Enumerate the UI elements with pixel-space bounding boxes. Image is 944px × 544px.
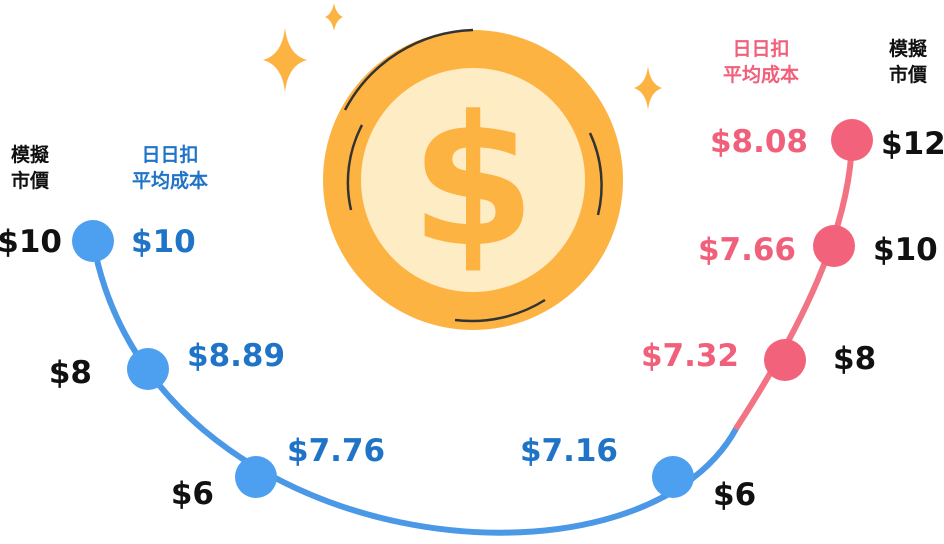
right-market-price: $8 <box>833 341 877 377</box>
right-market-header-line2: 市價 <box>888 63 927 86</box>
coin-rim-arc-top <box>343 28 474 111</box>
price-point-dot <box>831 119 873 161</box>
left-market-price-header: 模擬 市價 <box>4 143 56 194</box>
price-point-dot <box>764 339 806 381</box>
right-average-cost: $8.08 <box>709 124 808 160</box>
dollar-coin-icon: $ <box>323 28 623 330</box>
right-average-cost: $7.66 <box>697 232 796 268</box>
left-average-header-line1: 日日扣 <box>141 144 199 166</box>
price-point-dot <box>813 225 855 267</box>
price-point-dot <box>72 220 114 262</box>
left-average-cost-header: 日日扣 平均成本 <box>112 143 228 194</box>
price-point-dot <box>235 456 277 498</box>
price-point-dot <box>652 456 694 498</box>
sparkle-icon <box>263 28 307 92</box>
right-average-cost: $7.32 <box>640 338 739 374</box>
right-market-header-line1: 模擬 <box>888 38 927 60</box>
right-market-price: $12 <box>881 126 944 162</box>
right-market-price: $10 <box>873 232 938 268</box>
right-average-header-line2: 平均成本 <box>722 63 799 86</box>
price-curve-rising <box>734 137 855 430</box>
left-market-price: $8 <box>48 355 92 391</box>
sparkle-icon <box>325 3 343 31</box>
coin-rim-arc-right <box>588 132 603 216</box>
right-market-price: $6 <box>713 477 757 513</box>
coin-inner-face <box>361 68 585 292</box>
left-average-cost: $8.89 <box>187 338 286 374</box>
dollar-sign-glyph: $ <box>410 78 535 287</box>
left-market-header-line2: 市價 <box>10 169 49 192</box>
coin-rim-arc-left <box>346 124 364 211</box>
left-market-price: $6 <box>170 476 214 512</box>
left-average-cost: $7.76 <box>287 433 386 469</box>
right-average-cost: $7.16 <box>519 433 618 469</box>
right-average-cost-header: 日日扣 平均成本 <box>703 37 819 88</box>
left-average-cost: $10 <box>131 224 196 260</box>
sparkle-icon <box>634 66 662 110</box>
left-market-price: $10 <box>0 224 62 260</box>
left-market-header-line1: 模擬 <box>10 144 49 166</box>
right-market-price-header: 模擬 市價 <box>882 37 934 88</box>
right-average-header-line1: 日日扣 <box>732 38 790 60</box>
coin-rim-arc-bottom <box>454 298 546 323</box>
price-point-dot <box>127 348 169 390</box>
left-average-header-line2: 平均成本 <box>131 169 208 192</box>
